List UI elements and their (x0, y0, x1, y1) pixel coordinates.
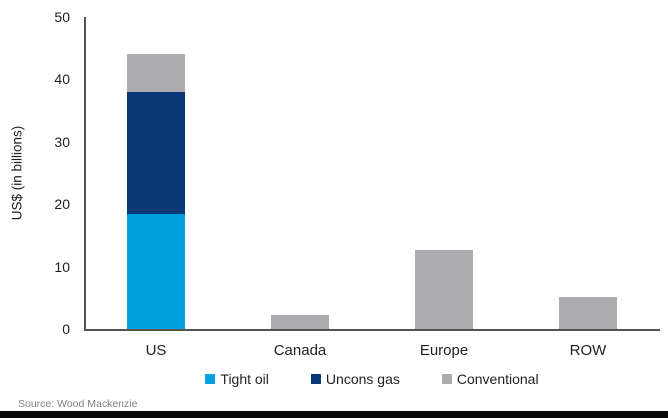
bar-segment-us-conventional (127, 54, 185, 92)
bar-segment-row-conventional (559, 296, 617, 329)
bar-segment-canada-conventional (271, 314, 329, 329)
y-tick-label: 20 (54, 196, 70, 213)
legend-item-uncons-gas: Uncons gas (310, 371, 400, 387)
x-axis-line (84, 329, 660, 331)
category-label-us: US (145, 342, 167, 359)
y-tick-label: 30 (54, 133, 70, 150)
legend: Tight oil Uncons gas Conventional (84, 371, 660, 387)
legend-swatch-icon (310, 374, 321, 384)
legend-label: Tight oil (220, 371, 269, 387)
legend-label: Conventional (456, 371, 539, 387)
category-label-canada: Canada (273, 342, 327, 359)
y-tick-label: 10 (54, 258, 70, 275)
y-axis-title: US$ (in billions) (9, 125, 25, 221)
legend-label: Uncons gas (325, 371, 400, 387)
y-tick-label: 40 (54, 71, 70, 88)
category-label-europe: Europe (419, 342, 469, 359)
source-note: Source: Wood Mackenzie (18, 398, 138, 410)
legend-swatch-icon (205, 374, 216, 384)
y-tick-label: 50 (54, 9, 70, 25)
category-label-row: ROW (569, 342, 607, 359)
footer-bar (0, 411, 668, 418)
legend-item-conventional: Conventional (441, 371, 539, 387)
legend-item-tight-oil: Tight oil (205, 371, 269, 387)
bar-segment-us-uncons-gas (127, 91, 185, 214)
bar-segment-europe-conventional (415, 250, 473, 329)
bar-segment-us-tight-oil (127, 213, 185, 329)
y-tick-label: 0 (62, 321, 70, 337)
y-axis-line (84, 17, 86, 331)
legend-swatch-icon (441, 374, 452, 384)
